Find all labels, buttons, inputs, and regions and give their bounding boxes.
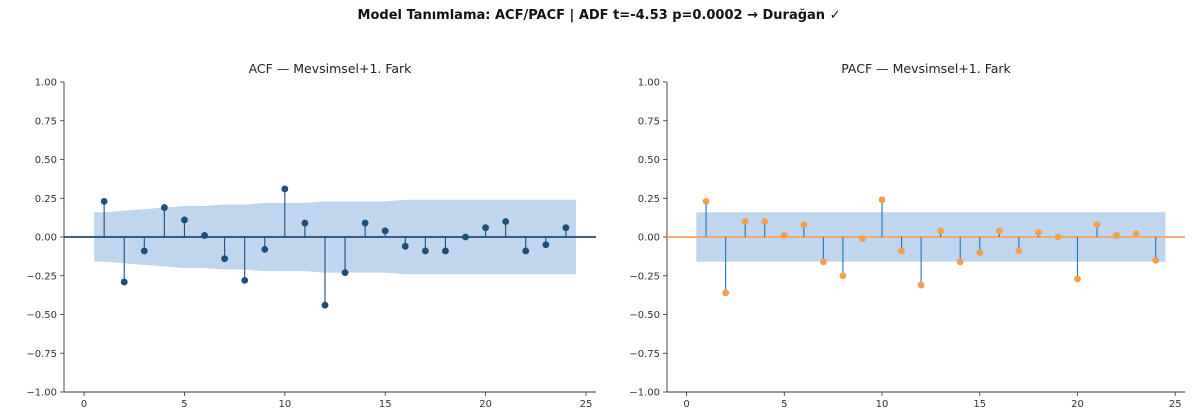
y-tick-label: 0.50 bbox=[638, 155, 660, 166]
marker-lag-22 bbox=[1113, 232, 1120, 239]
marker-lag-3 bbox=[741, 218, 749, 225]
x-tick-label: 10 bbox=[876, 399, 889, 410]
y-tick-label: −0.75 bbox=[26, 349, 57, 360]
marker-lag-1 bbox=[100, 197, 108, 205]
x-tick-label: 5 bbox=[781, 399, 787, 410]
marker-lag-13 bbox=[341, 269, 349, 277]
marker-lag-18 bbox=[442, 247, 449, 255]
marker-lag-6 bbox=[800, 221, 808, 229]
marker-lag-24 bbox=[1152, 256, 1160, 264]
marker-lag-7 bbox=[221, 255, 229, 263]
y-tick-label: 0.75 bbox=[638, 116, 660, 127]
y-tick-label: 0.25 bbox=[35, 194, 57, 205]
marker-lag-15 bbox=[381, 227, 389, 235]
x-tick-label: 10 bbox=[278, 399, 291, 410]
x-tick-label: 20 bbox=[479, 399, 492, 410]
marker-lag-5 bbox=[181, 216, 188, 224]
marker-lag-12 bbox=[917, 281, 925, 289]
x-tick-label: 0 bbox=[81, 399, 87, 410]
marker-lag-10 bbox=[878, 196, 886, 204]
marker-lag-19 bbox=[1054, 233, 1062, 241]
marker-lag-2 bbox=[120, 278, 128, 286]
x-tick-label: 25 bbox=[580, 399, 593, 410]
marker-lag-1 bbox=[702, 197, 710, 205]
marker-lag-20 bbox=[482, 224, 489, 232]
marker-lag-14 bbox=[956, 258, 964, 266]
marker-lag-17 bbox=[1015, 247, 1023, 255]
marker-lag-11 bbox=[898, 247, 905, 255]
acf-panel: ACF — Mevsimsel+1. Fark 1.00 0.75 0.50 0.25 0… bbox=[26, 61, 596, 410]
y-tick-label: −1.00 bbox=[26, 388, 57, 399]
y-tick-label: 0.50 bbox=[35, 155, 57, 166]
marker-lag-24 bbox=[562, 224, 570, 232]
marker-lag-7 bbox=[819, 258, 827, 266]
marker-lag-4 bbox=[160, 204, 168, 211]
panel-title: ACF — Mevsimsel+1. Fark bbox=[249, 61, 413, 76]
marker-lag-8 bbox=[241, 277, 249, 284]
marker-lag-17 bbox=[421, 247, 429, 255]
marker-lag-9 bbox=[859, 235, 866, 242]
figure-title: Model Tanımlama: ACF/PACF | ADF t=-4.53 … bbox=[357, 8, 841, 23]
marker-lag-15 bbox=[976, 249, 984, 256]
marker-lag-3 bbox=[140, 247, 148, 255]
marker-lag-23 bbox=[542, 241, 550, 249]
marker-lag-16 bbox=[401, 242, 409, 250]
marker-lag-12 bbox=[321, 301, 329, 309]
x-tick-label: 25 bbox=[1169, 399, 1182, 410]
pacf-panel: PACF — Mevsimsel+1. Fark 1.00 0.75 0.50 0.25… bbox=[629, 61, 1185, 410]
marker-lag-19 bbox=[462, 233, 469, 241]
marker-lag-21 bbox=[502, 218, 510, 225]
marker-lag-20 bbox=[1074, 275, 1081, 283]
marker-lag-22 bbox=[522, 247, 530, 255]
y-tick-label: 0.00 bbox=[638, 233, 660, 244]
y-tick-label: 1.00 bbox=[638, 78, 660, 89]
y-tick-label: −1.00 bbox=[629, 388, 660, 399]
marker-lag-9 bbox=[261, 246, 269, 253]
x-tick-label: 15 bbox=[379, 399, 392, 410]
marker-lag-14 bbox=[361, 219, 369, 227]
x-tick-label: 0 bbox=[683, 399, 689, 410]
y-tick-label: −0.50 bbox=[26, 310, 57, 321]
marker-lag-18 bbox=[1034, 228, 1042, 236]
x-tick-label: 5 bbox=[181, 399, 187, 410]
panel-title: PACF — Mevsimsel+1. Fark bbox=[841, 61, 1011, 76]
y-tick-label: −0.25 bbox=[26, 271, 57, 282]
y-tick-label: −0.75 bbox=[629, 349, 660, 360]
marker-lag-2 bbox=[722, 289, 730, 297]
marker-lag-8 bbox=[839, 272, 847, 280]
marker-lag-13 bbox=[937, 227, 945, 235]
marker-lag-21 bbox=[1093, 221, 1101, 229]
marker-lag-5 bbox=[780, 232, 788, 239]
x-tick-label: 20 bbox=[1071, 399, 1084, 410]
y-tick-label: 0.00 bbox=[35, 233, 57, 244]
y-tick-label: 0.25 bbox=[638, 194, 660, 205]
marker-lag-11 bbox=[301, 219, 309, 227]
y-tick-label: −0.25 bbox=[629, 271, 660, 282]
x-tick-label: 15 bbox=[973, 399, 986, 410]
marker-lag-16 bbox=[995, 227, 1003, 235]
y-tick-label: 0.75 bbox=[35, 116, 57, 127]
y-tick-label: −0.50 bbox=[629, 310, 660, 321]
marker-lag-6 bbox=[201, 232, 208, 239]
y-tick-label: 1.00 bbox=[35, 78, 57, 89]
marker-lag-23 bbox=[1132, 230, 1140, 238]
marker-lag-10 bbox=[281, 185, 289, 193]
marker-lag-4 bbox=[761, 218, 769, 225]
